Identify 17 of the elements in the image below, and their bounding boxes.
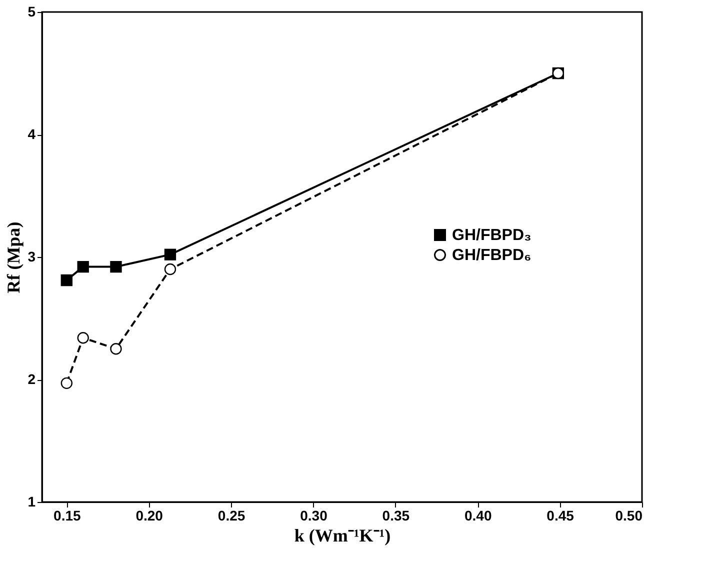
x-tick-label: 0.25 [218, 508, 246, 524]
legend-label: GH/FBPD₆ [452, 247, 532, 264]
x-tick-label: 0.45 [546, 508, 574, 524]
x-tick-label: 0.40 [464, 508, 492, 524]
x-axis-title: k (Wm⁻¹K⁻¹) [294, 526, 391, 546]
y-tick-label: 5 [28, 4, 36, 20]
y-tick-label: 4 [28, 126, 36, 142]
x-tick-label: 0.50 [615, 508, 643, 524]
y-tick-label: 3 [28, 248, 36, 264]
y-tick-label: 1 [28, 494, 36, 510]
x-tick-label: 0.15 [54, 508, 81, 524]
legend-label: GH/FBPD₃ [452, 227, 532, 244]
x-tick-label: 0.20 [136, 508, 164, 524]
y-tick-label: 2 [28, 371, 36, 387]
y-axis-title: Rf (Mpa) [4, 222, 24, 294]
x-tick-label: 0.30 [300, 508, 328, 524]
x-tick-label: 0.35 [382, 508, 410, 524]
